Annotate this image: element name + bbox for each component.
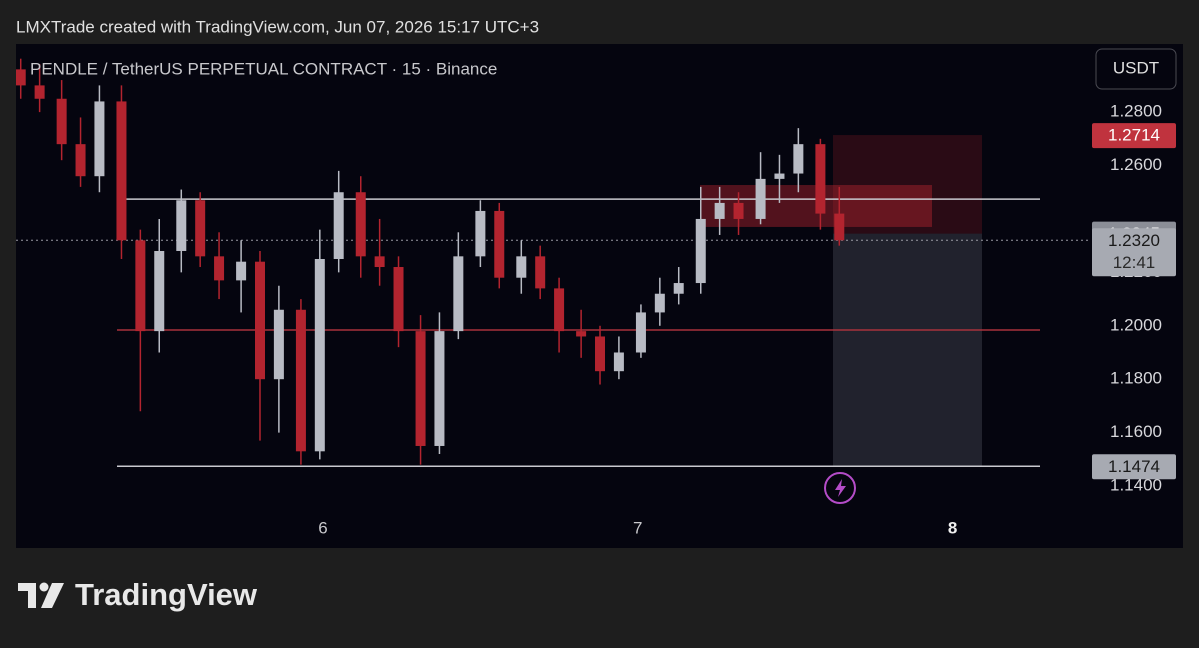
target-box <box>833 233 982 467</box>
y-tick-label: 1.1600 <box>1110 422 1162 441</box>
candle-body <box>94 101 105 177</box>
x-tick-label: 6 <box>318 518 327 537</box>
candle-body <box>453 256 464 332</box>
candle-body <box>774 173 785 179</box>
last-price-badge <box>1092 228 1176 277</box>
candle-body <box>733 202 744 219</box>
chart-area <box>16 44 1183 548</box>
candle-body <box>16 69 26 86</box>
y-tick-label: 1.2600 <box>1110 155 1162 174</box>
candle-body <box>254 261 265 380</box>
candle-body <box>755 178 766 219</box>
candle-body <box>273 309 284 380</box>
alert-icon <box>824 472 856 504</box>
countdown: 12:41 <box>1113 253 1156 272</box>
candle-body <box>673 283 684 294</box>
price-badge <box>1092 123 1176 149</box>
candle-body <box>195 200 206 257</box>
x-tick-label: 8 <box>948 518 957 537</box>
candle-body <box>116 101 127 241</box>
candle-body <box>834 213 845 241</box>
candle-body <box>475 210 486 257</box>
candle-body <box>494 210 505 278</box>
candle-body <box>613 352 624 372</box>
candle-body <box>314 259 325 452</box>
price-badge-label: 1.1474 <box>1108 457 1160 476</box>
attribution: LMXTrade created with TradingView.com, J… <box>16 17 539 36</box>
x-tick-label: 7 <box>633 518 642 537</box>
candle-body <box>635 312 646 353</box>
y-tick-label: 1.2000 <box>1110 315 1162 334</box>
y-tick-label: 1.1800 <box>1110 369 1162 388</box>
candle-body <box>554 288 565 332</box>
tradingview-logo <box>18 582 64 608</box>
brand: TradingView <box>75 577 258 612</box>
currency-label[interactable]: USDT <box>1113 58 1159 77</box>
candle-body <box>236 261 247 281</box>
candle-body <box>214 256 225 281</box>
candle-body <box>793 144 804 174</box>
candle-body <box>595 336 606 372</box>
plot <box>16 58 1088 468</box>
candle-body <box>355 192 366 257</box>
candle-body <box>415 331 426 446</box>
candle-body <box>714 202 725 219</box>
candle-body <box>393 267 404 332</box>
candle-body <box>154 250 165 332</box>
y-tick-label: 1.1400 <box>1110 476 1162 495</box>
price-badge <box>1092 454 1176 480</box>
candle-body <box>295 309 306 452</box>
candle-body <box>75 144 86 177</box>
candle-body <box>56 98 67 145</box>
candle-body <box>695 218 706 284</box>
candle-body <box>374 256 385 268</box>
candle-body <box>654 293 665 313</box>
candle-body <box>516 256 527 278</box>
symbol-title: PENDLE / TetherUS PERPETUAL CONTRACT · 1… <box>30 59 497 78</box>
last-price-label: 1.2320 <box>1108 231 1160 250</box>
candle-body <box>535 256 546 289</box>
stop-box <box>833 135 982 234</box>
candle-body <box>34 85 45 99</box>
y-tick-label: 1.2800 <box>1110 102 1162 121</box>
candle-body <box>576 331 587 337</box>
candle-body <box>333 192 344 260</box>
candle-body <box>176 200 187 251</box>
candle-body <box>434 331 445 446</box>
candle-body <box>815 144 826 214</box>
price-badge-label: 1.2714 <box>1108 126 1160 145</box>
candle-body <box>135 240 146 332</box>
currency-button[interactable] <box>1095 48 1177 90</box>
